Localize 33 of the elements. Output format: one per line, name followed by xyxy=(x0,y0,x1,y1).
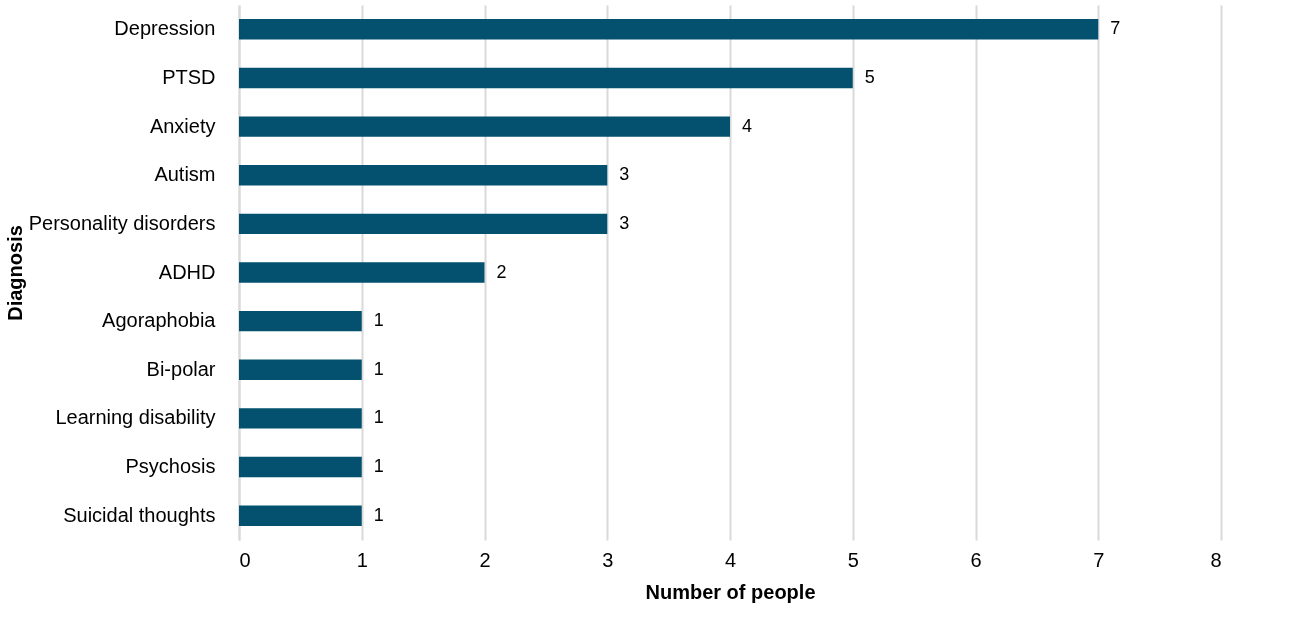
x-tick-label: 4 xyxy=(724,548,737,571)
data-label: 1 xyxy=(373,456,384,477)
x-tick-label: 5 xyxy=(847,548,859,571)
y-tick-label: Learning disability xyxy=(55,406,216,429)
x-tick-label: 3 xyxy=(602,548,614,571)
y-tick-label: Anxiety xyxy=(149,114,216,137)
data-label: 4 xyxy=(742,115,753,136)
data-label: 1 xyxy=(373,310,384,331)
x-tick-label: 1 xyxy=(356,548,368,571)
y-axis-title: Diagnosis xyxy=(3,225,26,321)
x-tick-label: 7 xyxy=(1093,548,1105,571)
data-label: 1 xyxy=(373,504,384,525)
y-tick-label: Bi-polar xyxy=(146,357,216,380)
x-tick-label: 2 xyxy=(479,548,491,571)
data-label: 7 xyxy=(1110,18,1121,39)
y-tick-label: Autism xyxy=(154,163,216,186)
y-tick-label: PTSD xyxy=(162,65,216,88)
y-tick-label: Suicidal thoughts xyxy=(63,503,216,526)
data-label: 5 xyxy=(864,66,875,87)
y-tick-label: ADHD xyxy=(158,260,216,283)
y-tick-label: Agoraphobia xyxy=(102,309,217,332)
data-label: 3 xyxy=(619,212,630,233)
y-tick-label: Personality disorders xyxy=(28,211,216,234)
data-label: 2 xyxy=(496,261,507,282)
x-tick-label: 6 xyxy=(970,548,982,571)
x-axis-title: Number of people xyxy=(645,580,816,603)
y-tick-label: Psychosis xyxy=(125,455,216,478)
data-label: 1 xyxy=(373,407,384,428)
data-label: 3 xyxy=(619,164,630,185)
x-tick-label: 0 xyxy=(239,548,251,571)
x-tick-label: 8 xyxy=(1210,548,1222,571)
y-tick-label: Depression xyxy=(114,17,216,40)
data-label: 1 xyxy=(373,358,384,379)
